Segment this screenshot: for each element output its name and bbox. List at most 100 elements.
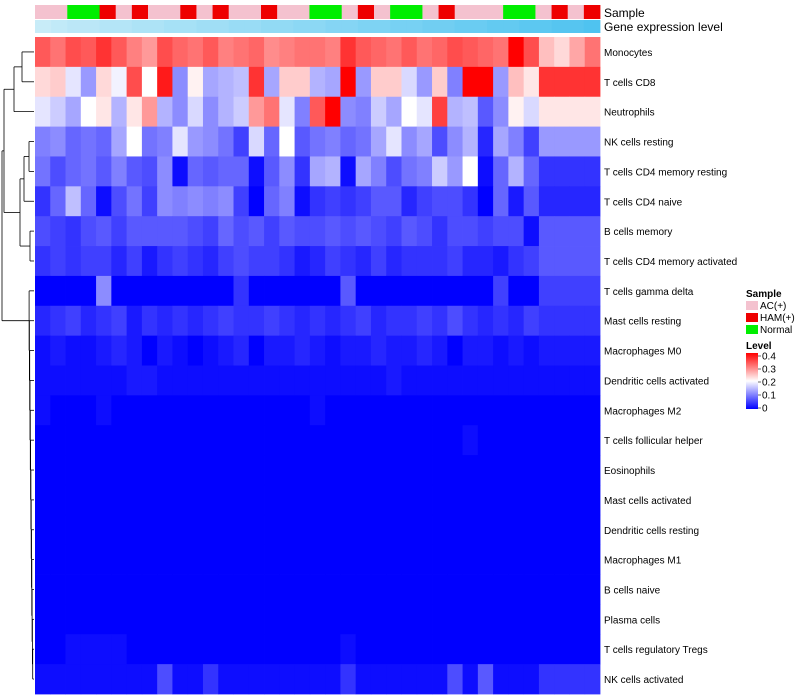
heatmap-cell	[538, 484, 555, 516]
heatmap-cell	[80, 156, 97, 187]
gene-expression-cell	[148, 20, 165, 33]
heatmap-cell	[386, 96, 402, 127]
heatmap-cell	[340, 275, 357, 307]
heatmap-cell	[355, 66, 372, 98]
heatmap-cell	[50, 604, 66, 635]
heatmap-cell	[96, 365, 112, 396]
heatmap-cell	[477, 574, 494, 605]
heatmap-cell	[279, 96, 295, 127]
heatmap-cell	[126, 395, 143, 426]
row-label: NK cells resting	[604, 138, 673, 149]
heatmap-cell	[447, 216, 463, 247]
heatmap-cell	[401, 484, 418, 516]
heatmap-cell	[447, 514, 463, 546]
heatmap-cell	[187, 246, 204, 277]
heatmap-cell	[157, 395, 173, 426]
heatmap-cell	[80, 514, 97, 546]
heatmap-cell	[35, 544, 51, 575]
heatmap-cell	[172, 37, 189, 68]
heatmap-cell	[432, 96, 448, 127]
row-label: NK cells activated	[604, 675, 683, 686]
heatmap-cell	[462, 604, 479, 635]
heatmap-cell	[264, 484, 280, 516]
heatmap-cell	[141, 514, 158, 546]
heatmap-cell	[569, 335, 586, 366]
heatmap-cell	[477, 664, 494, 695]
legend: Sample AC(+) HAM(+) Normal Level 0.40.30…	[746, 289, 795, 415]
heatmap-cell	[493, 126, 509, 157]
heatmap-cell	[35, 425, 51, 456]
heatmap-cell	[370, 455, 387, 486]
heatmap-cell	[157, 275, 173, 307]
heatmap-cell	[309, 365, 326, 396]
heatmap-cell	[340, 126, 357, 157]
heatmap-cell	[96, 186, 112, 217]
heatmap-cell	[218, 275, 234, 307]
heatmap-cell	[294, 455, 311, 486]
heatmap-cell	[386, 305, 402, 337]
heatmap-cell	[401, 156, 418, 187]
heatmap-cell	[447, 425, 463, 456]
sample-annotation-cell	[422, 5, 439, 19]
heatmap-cell	[111, 305, 128, 337]
heatmap-cell	[401, 305, 418, 337]
heatmap-cell	[477, 544, 494, 575]
heatmap-cell	[386, 574, 402, 605]
heatmap-cell	[325, 37, 341, 68]
heatmap-cell	[493, 425, 509, 456]
legend-label-ham: HAM(+)	[760, 313, 795, 324]
heatmap-cell	[233, 156, 250, 187]
row-label: T cells regulatory Tregs	[604, 645, 708, 656]
heatmap-cell	[202, 335, 219, 366]
heatmap-cell	[554, 425, 570, 456]
heatmap-cell	[218, 335, 234, 366]
heatmap-cell	[462, 66, 479, 98]
heatmap-cell	[279, 544, 295, 575]
gene-expression-cell	[51, 20, 68, 33]
heatmap-cell	[432, 604, 448, 635]
heatmap-cell	[96, 425, 112, 456]
heatmap-cell	[35, 634, 51, 665]
heatmap-cell	[96, 484, 112, 516]
legend-sample-title: Sample	[746, 289, 782, 300]
heatmap-cell	[279, 455, 295, 486]
heatmap-cell	[401, 216, 418, 247]
heatmap-cell	[309, 156, 326, 187]
heatmap-cell	[96, 574, 112, 605]
heatmap-cell	[233, 604, 250, 635]
heatmap-cell	[554, 96, 570, 127]
heatmap-cell	[50, 335, 66, 366]
sample-annotation-cell	[180, 5, 197, 19]
heatmap-cell	[370, 275, 387, 307]
heatmap-cell	[172, 335, 189, 366]
heatmap-cell	[157, 544, 173, 575]
row-label: B cells naive	[604, 585, 661, 596]
heatmap-cell	[569, 634, 586, 665]
heatmap-cell	[370, 574, 387, 605]
sample-annotation-cell	[374, 5, 391, 19]
heatmap-cell	[218, 66, 234, 98]
heatmap-cell	[416, 335, 433, 366]
heatmap-cell	[477, 484, 494, 516]
heatmap-cell	[126, 37, 143, 68]
heatmap-cell	[172, 634, 189, 665]
heatmap-cell	[569, 544, 586, 575]
heatmap-cell	[523, 574, 540, 605]
heatmap-cell	[386, 604, 402, 635]
heatmap-cell	[279, 156, 295, 187]
gene-expression-cell	[212, 20, 230, 33]
heatmap-cell	[65, 425, 82, 456]
heatmap-cell	[233, 216, 250, 247]
heatmap-cell	[157, 365, 173, 396]
heatmap-cell	[554, 604, 570, 635]
sample-annotation-cell	[131, 5, 149, 19]
heatmap-cell	[554, 484, 570, 516]
row-label: Eosinophils	[604, 466, 655, 477]
heatmap-cell	[248, 634, 265, 665]
heatmap-cell	[325, 305, 341, 337]
heatmap-cell	[202, 514, 219, 546]
heatmap-cell	[35, 275, 51, 307]
heatmap-cell	[248, 126, 265, 157]
heatmap-cell	[554, 126, 570, 157]
heatmap-cell	[126, 126, 143, 157]
